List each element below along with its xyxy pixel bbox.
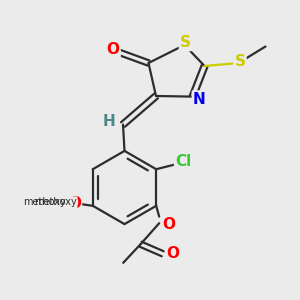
Text: O: O	[106, 42, 120, 57]
Text: methoxy: methoxy	[34, 197, 77, 207]
Text: O: O	[162, 217, 175, 232]
Text: N: N	[193, 92, 206, 106]
Text: S: S	[180, 35, 191, 50]
Text: methoxy: methoxy	[23, 197, 66, 207]
Text: O: O	[68, 196, 81, 211]
Text: H: H	[102, 114, 115, 129]
Text: S: S	[235, 54, 245, 69]
Text: O: O	[166, 246, 179, 261]
Text: Cl: Cl	[175, 154, 191, 169]
